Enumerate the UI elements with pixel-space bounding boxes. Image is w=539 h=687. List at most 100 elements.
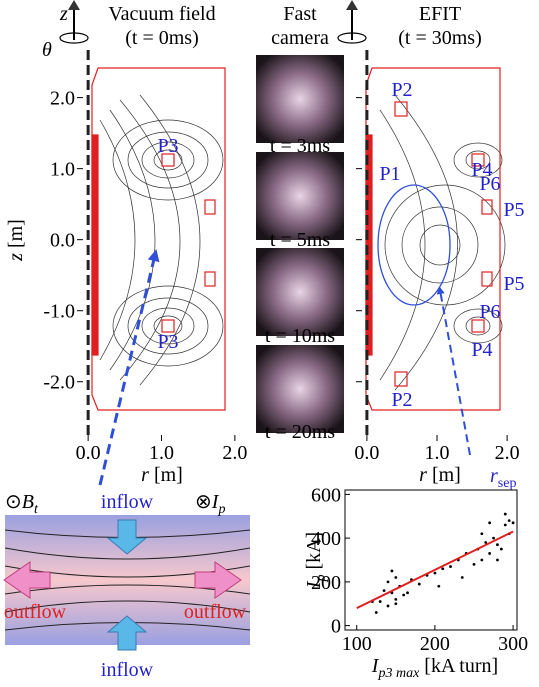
outflow-arrow [3,561,51,599]
inflow-arrow [106,615,148,651]
camera-frame [256,248,344,336]
label-rest: [m] [149,464,183,486]
subscript: t [34,502,39,517]
point [511,521,515,525]
camera-frame [256,345,344,433]
point [374,611,378,614]
y-tick-label: 600 [311,484,341,506]
camera-frames [256,55,344,433]
frame-label: t = 5ms [270,229,330,251]
probe-label: P5 [503,273,524,295]
point [496,558,499,562]
annotation: rsep [490,465,516,491]
point [480,558,484,562]
x-tick-label: 0.0 [354,442,379,464]
label-main: I [371,655,380,677]
inflow-label: inflow [101,491,154,513]
probe-label: P4 [471,159,492,181]
axis-label: Ip [kA] [303,532,329,589]
point [496,543,499,547]
fit-line [356,530,514,610]
point [402,593,406,597]
point [488,521,492,525]
y-tick-label: 0.0 [50,230,75,252]
point [441,567,445,571]
point [499,547,503,551]
symbol: B [22,491,34,513]
flux-contours [99,94,506,391]
label-rest: [m] [427,464,461,486]
point [503,512,507,516]
axis-label: r [m] [141,464,183,486]
label-sub: sep [498,476,517,491]
outflow-label: outflow [184,601,247,623]
y-tick-label: 200 [311,572,341,594]
probe-label: P6 [479,301,500,323]
x-tick-label: 200 [420,633,450,655]
point [394,602,398,606]
axis-label: Ip3 max [kA turn] [371,655,498,681]
plot-frame [344,489,518,631]
outflow-label: outflow [4,601,67,623]
x-tick-label: 2.0 [495,442,520,464]
point [386,580,390,584]
y-tick-label: 0 [331,616,341,638]
inflow-arrow [106,519,148,555]
label-rest: [kA turn] [419,655,498,677]
separatrix [377,184,451,306]
point [503,523,507,527]
label-main: r [490,465,498,487]
point [437,584,441,588]
probe-label: P1 [379,163,400,185]
panel-title: (t = 30ms) [398,27,482,49]
point [488,552,492,555]
camera-frame [256,152,344,240]
guide-arrow [98,249,160,486]
symbol: I [211,491,220,513]
frame-label: t = 10ms [265,325,335,347]
probe-label: P3 [157,135,178,157]
point [492,536,495,540]
point [386,604,390,608]
x-tick-label: 1.0 [149,442,174,464]
y-tick-label: 2.0 [50,88,75,110]
camera-title: camera [271,27,329,49]
ip-label: ⊗Ip [195,491,225,517]
z-arrowhead [68,0,80,10]
panel-title: Vacuum field [108,3,215,25]
symbol: ⊙ [5,491,22,513]
label-sub: p [314,575,329,583]
point [394,576,398,579]
y-tick-label: 1.0 [50,159,75,181]
camera-frame [256,55,344,143]
label-sub: p3 max [377,666,420,681]
point [460,576,464,579]
point [484,541,488,544]
label-main: r [419,464,427,486]
x-tick-label: 0.0 [76,442,101,464]
point [449,565,452,568]
panel-title: (t = 0ms) [125,27,199,49]
z-arrowhead [346,0,358,10]
x-tick-label: 2.0 [222,442,247,464]
y-tick-label: -2.0 [43,372,75,394]
z-symbol: z [59,3,68,25]
frame-label: t = 3ms [270,135,330,157]
subscript: p [217,502,225,517]
frame-label: t = 20ms [265,421,335,443]
camera-title: Fast [283,3,317,25]
axis-label: z [m] [5,219,27,262]
label-main: I [303,580,325,589]
label-main: r [141,464,149,486]
probe-label: P2 [391,79,412,101]
panel-title: EFIT [419,3,461,25]
point [480,532,484,536]
inflow-label: inflow [101,659,154,681]
theta-ring [337,32,367,44]
point [406,591,409,595]
probe-label: P2 [391,389,412,411]
point [433,571,437,575]
bt-label: ⊙Bt [5,491,39,517]
point [394,597,398,601]
